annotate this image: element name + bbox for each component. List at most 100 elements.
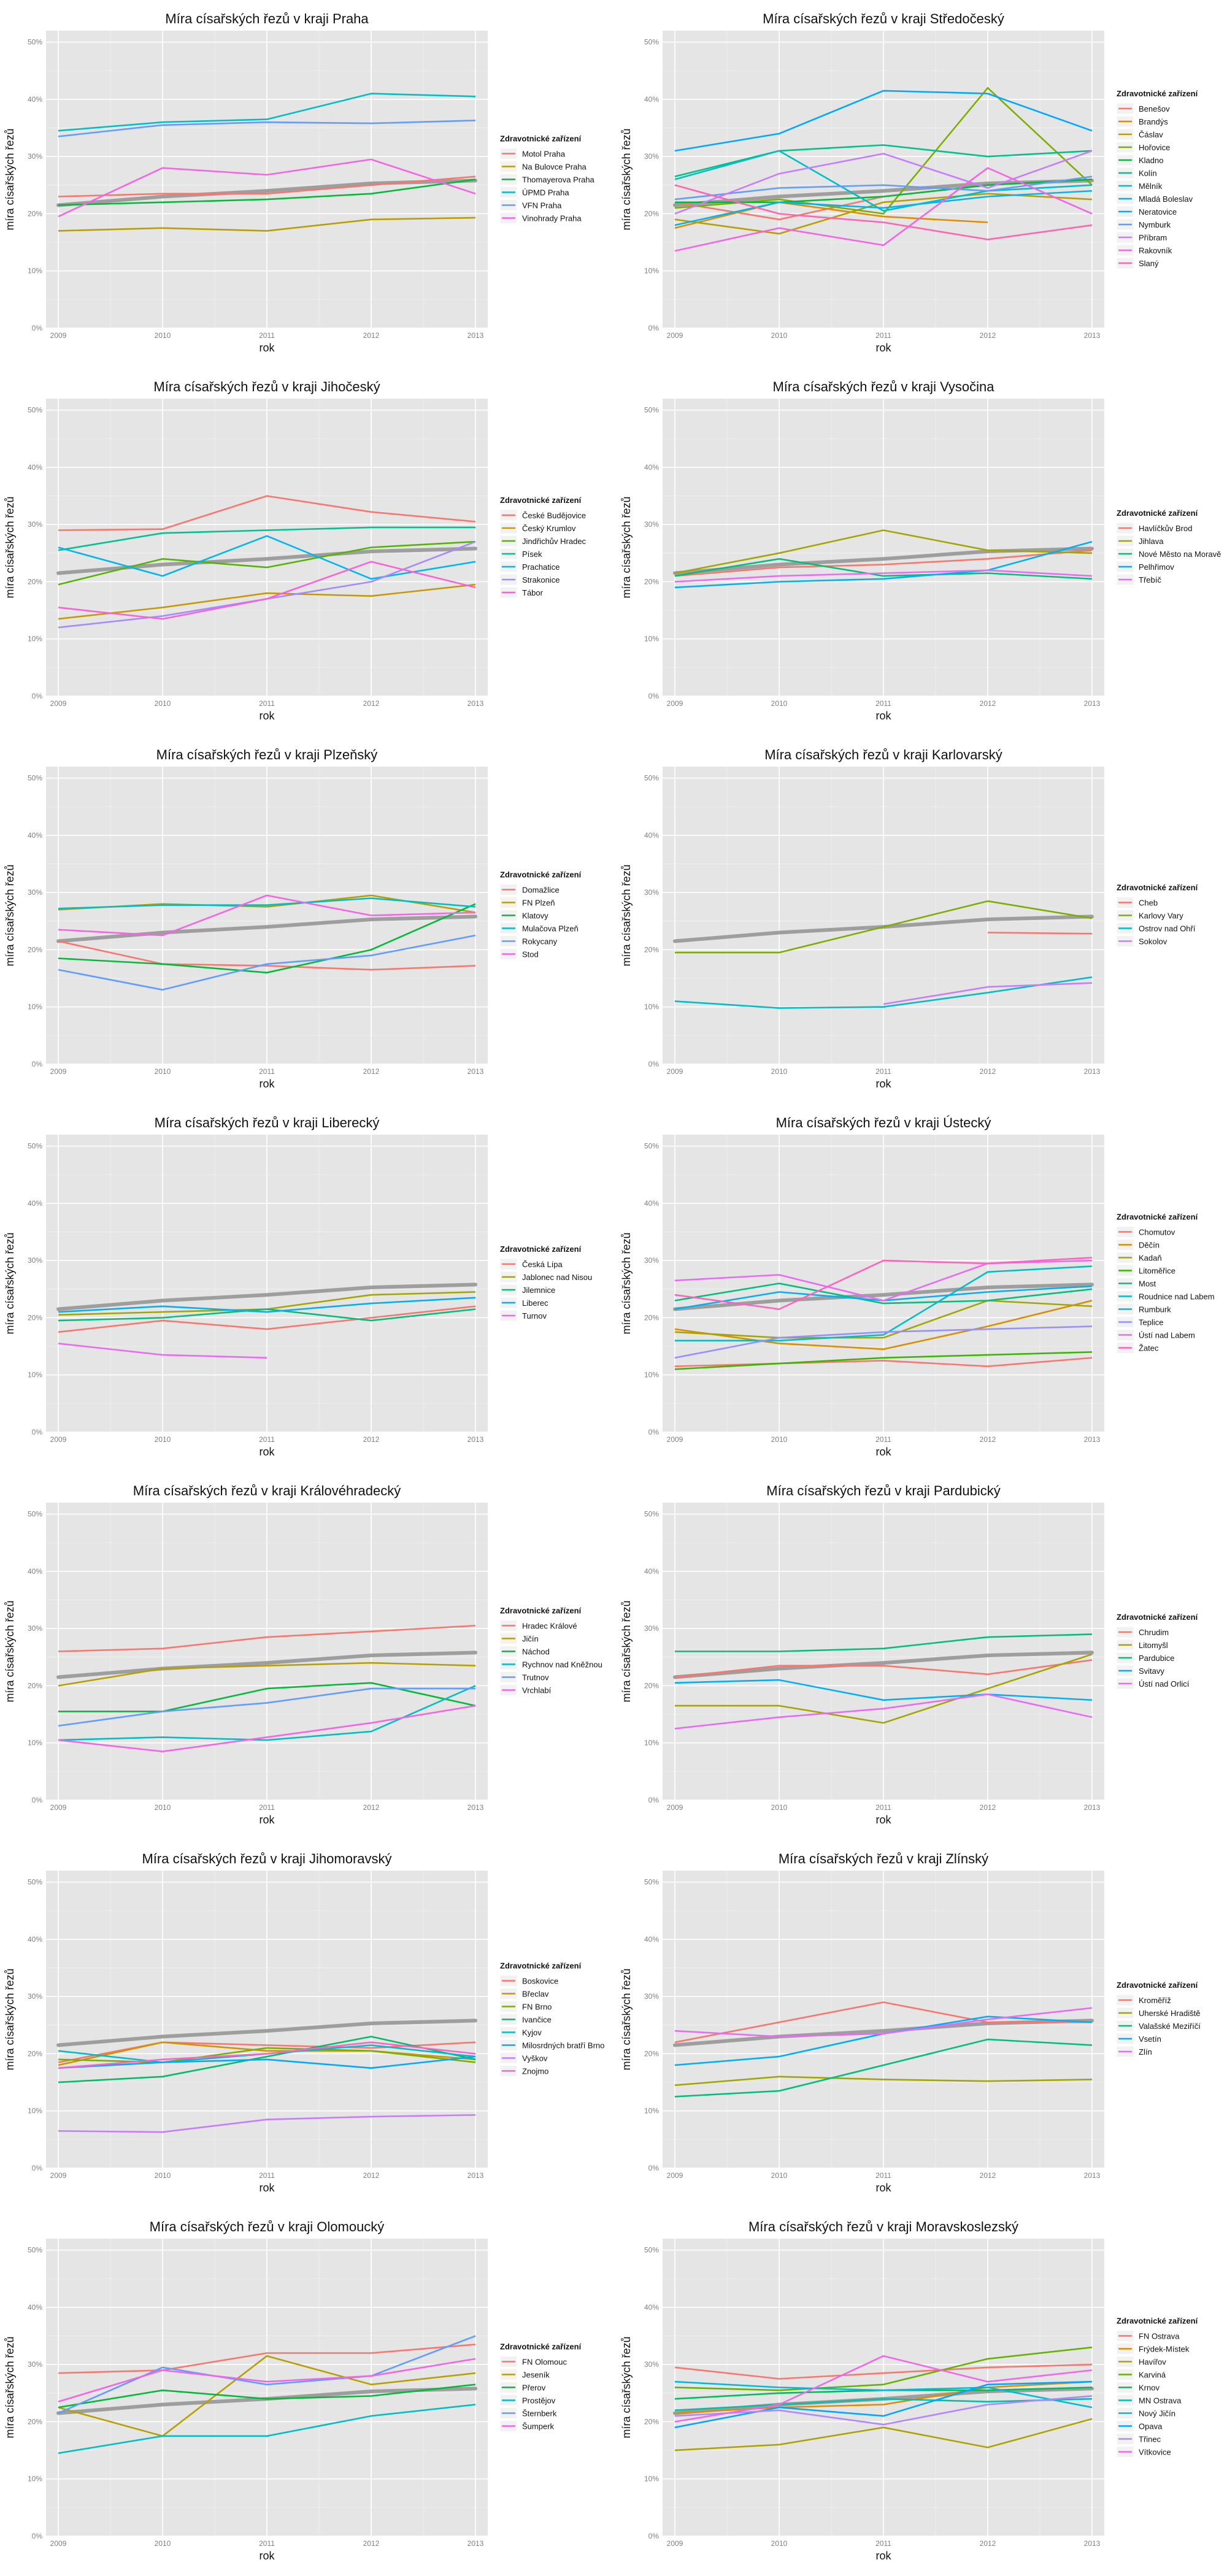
series-line-liberec <box>58 1297 476 1313</box>
y-tick-label: 20% <box>28 1681 42 1690</box>
x-axis-label: rok <box>875 342 891 354</box>
x-tick-label: 2012 <box>363 331 380 340</box>
y-tick-label: 30% <box>644 1624 659 1633</box>
x-tick-label: 2009 <box>667 2171 683 2180</box>
chart-title: Míra císařských řezů v kraji Vysočina <box>772 379 994 394</box>
y-tick-label: 40% <box>28 2303 42 2312</box>
legend-item-label: Zlín <box>1139 2047 1152 2057</box>
y-tick-label: 20% <box>28 945 42 954</box>
y-tick-label: 30% <box>644 1256 659 1265</box>
chart-2: Míra císařských řezů v kraji Středočeský… <box>620 11 1198 354</box>
x-tick-label: 2009 <box>50 331 67 340</box>
legend-item-label: Žatec <box>1139 1344 1159 1353</box>
y-tick-label: 20% <box>28 209 42 218</box>
series-line-litomerice <box>674 1351 1093 1370</box>
x-tick-label: 2013 <box>1084 1803 1101 1812</box>
legend: Zdravotnické zařízení Kroměříž Uherské Hra… <box>1116 1980 1201 2058</box>
y-tick-label: 0% <box>32 1428 43 1436</box>
legend-item-label: Litoměřice <box>1139 1267 1175 1276</box>
legend-item-label: Most <box>1139 1279 1156 1289</box>
legend: Zdravotnické zařízení Chomutov Děčín Kadaň L… <box>1116 1213 1215 1354</box>
series-line-fn-olomouc <box>58 2344 476 2374</box>
series-line-nachod <box>58 1682 476 1712</box>
series-line-frydek-mistek <box>674 2380 1093 2414</box>
legend-item-label: Roudnice nad Labem <box>1139 1292 1215 1301</box>
legend-item-label: Vítkovice <box>1139 2448 1171 2457</box>
legend-item-label: Vinohrady Praha <box>522 214 582 223</box>
x-tick-label: 2011 <box>875 1067 891 1076</box>
series-line-jihlava <box>674 529 1093 574</box>
y-tick-label: 20% <box>644 577 659 586</box>
legend-item-label: Přerov <box>522 2383 546 2393</box>
y-tick-label: 30% <box>28 888 42 897</box>
x-tick-label: 2010 <box>771 699 788 708</box>
legend: Zdravotnické zařízení Motol Praha Na Bulov… <box>499 134 595 224</box>
y-tick-label: 20% <box>644 945 659 954</box>
legend-item-label: Trutnov <box>522 1673 549 1682</box>
legend-item-label: Svitavy <box>1139 1666 1164 1676</box>
y-tick-label: 30% <box>644 152 659 161</box>
x-tick-label: 2013 <box>467 699 484 708</box>
chart-title: Míra císařských řezů v kraji Ústecký <box>776 1115 991 1130</box>
legend-item-label: Strakonice <box>522 575 560 585</box>
y-tick-label: 50% <box>28 2246 42 2255</box>
y-tick-label: 50% <box>644 1878 659 1887</box>
x-axis-label: rok <box>875 1446 891 1458</box>
series-line-nove-mesto-na-morave <box>674 558 1093 580</box>
x-tick-label: 2011 <box>259 2171 275 2180</box>
series-line-kromeriz <box>674 2001 1092 2044</box>
series-line-karvina <box>674 2346 1093 2391</box>
y-tick-label: 30% <box>28 1992 42 2001</box>
chart-title: Míra císařských řezů v kraji Praha <box>165 11 369 26</box>
legend-item-label: Břeclav <box>522 1990 549 1999</box>
series-line-milosrdnych-bratri-brno <box>58 2055 476 2069</box>
y-tick-label: 10% <box>644 635 659 643</box>
chart-title: Míra císařských řezů v kraji Karlovarský <box>764 747 1002 762</box>
x-axis-label: rok <box>259 1078 275 1090</box>
series-line-valasske-mezirici <box>674 2038 1093 2098</box>
y-tick-label: 40% <box>28 831 42 840</box>
y-tick-label: 20% <box>644 1681 659 1690</box>
x-tick-label: 2013 <box>467 2539 484 2548</box>
legend-item-label: MN Ostrava <box>1139 2396 1182 2405</box>
y-axis-label: míra císařských řezů <box>4 496 16 598</box>
series-line-pribram <box>674 150 1093 215</box>
y-tick-label: 40% <box>28 1935 42 1944</box>
series-line-upmd-praha <box>58 93 476 132</box>
y-tick-label: 20% <box>28 2417 42 2426</box>
legend-item-label: Uherské Hradiště <box>1139 2009 1200 2018</box>
x-axis-label: rok <box>259 1446 275 1458</box>
y-axis-label: míra císařských řezů <box>620 2336 633 2438</box>
series-line-turnov <box>58 1343 267 1359</box>
series-line-prostejov <box>58 2404 476 2455</box>
chart-11: Míra císařských řezů v kraji Jihomoravsk… <box>4 1851 604 2194</box>
series-line-prerov <box>58 2383 476 2409</box>
series-line-svitavy <box>674 1679 1093 1701</box>
x-tick-label: 2012 <box>980 2171 996 2180</box>
legend: Zdravotnické zařízení FN Olomouc Jeseník Př… <box>499 2342 582 2432</box>
legend-title: Zdravotnické zařízení <box>1117 89 1198 98</box>
x-tick-label: 2009 <box>667 2539 683 2548</box>
y-axis-label: míra císařských řezů <box>4 1232 16 1334</box>
legend: Zdravotnické zařízení České Budějovice Čes… <box>499 496 587 599</box>
legend-item-label: Krnov <box>1139 2383 1160 2393</box>
series-line-ivancice <box>58 2036 476 2083</box>
legend-item-label: Karviná <box>1139 2371 1166 2380</box>
y-tick-label: 0% <box>648 692 660 700</box>
y-axis-label: míra císařských řezů <box>620 1232 633 1334</box>
chart-10: Míra císařských řezů v kraji Pardubický 0… <box>620 1483 1198 1826</box>
legend-item-label: Jablonec nad Nisou <box>522 1273 592 1282</box>
chart-4: Míra císařských řezů v kraji Vysočina 0% 1… <box>620 379 1221 722</box>
y-tick-label: 10% <box>644 1371 659 1379</box>
x-tick-label: 2009 <box>50 1435 67 1444</box>
legend-item-label: Pardubice <box>1139 1654 1175 1663</box>
y-tick-label: 50% <box>28 1510 42 1519</box>
legend-title: Zdravotnické zařízení <box>1117 2317 1198 2326</box>
y-tick-label: 40% <box>28 1567 42 1576</box>
legend-item-label: Teplice <box>1139 1318 1163 1327</box>
chart-title: Míra císařských řezů v kraji Královéhrad… <box>133 1483 401 1498</box>
y-tick-label: 50% <box>28 774 42 783</box>
legend: Zdravotnické zařízení FN Ostrava Frýdek-Mí… <box>1116 2317 1198 2458</box>
series-line-mlada-boleslav <box>674 190 1093 226</box>
